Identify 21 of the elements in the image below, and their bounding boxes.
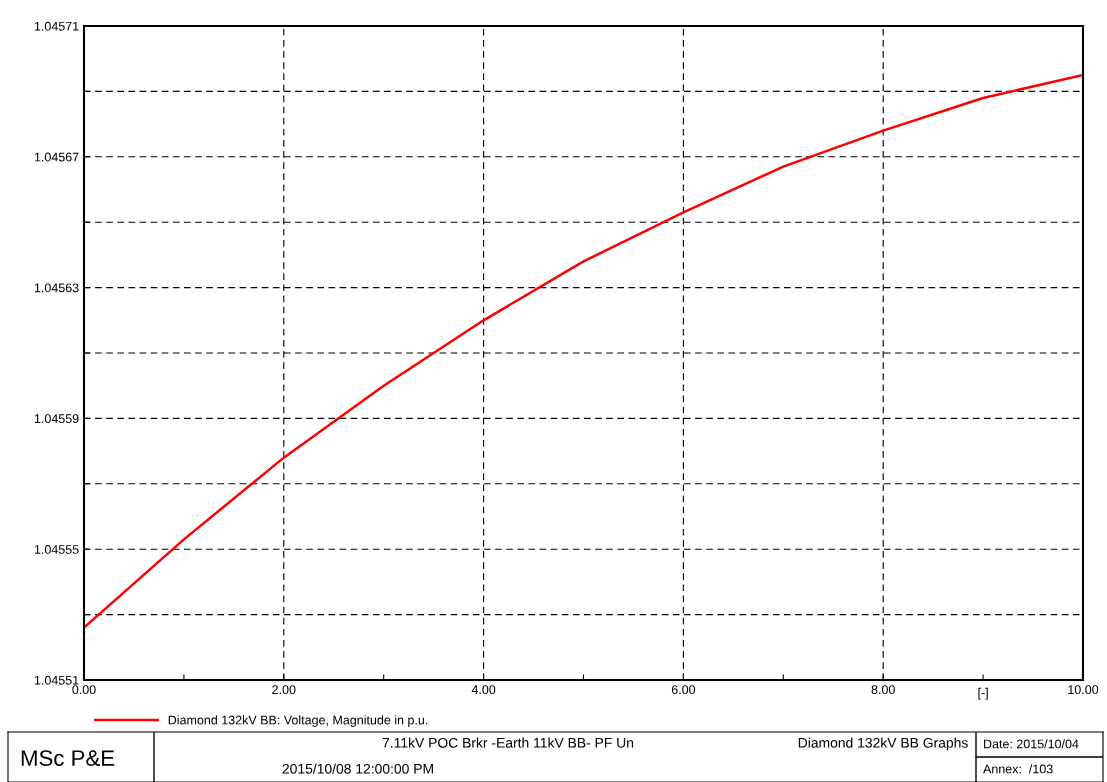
x-tick-label: 8.00 <box>871 685 895 695</box>
text: Date: 2015/10/04 <box>984 739 1079 749</box>
x-tick-label: 2.00 <box>272 685 296 695</box>
x-tick-label: 0.00 <box>72 685 96 695</box>
text: Diamond 132kV BB Graphs <box>798 737 968 751</box>
line-series <box>84 73 1083 629</box>
y-tick-label: 1.04559 <box>34 414 79 424</box>
x-tick-label: 6.00 <box>671 685 696 695</box>
legend-label: Diamond 132kV BB: Voltage, Magnitude in p.u. <box>168 715 428 727</box>
x-axis-title: [-] <box>978 687 988 700</box>
y-tick-label: 1.04555 <box>34 545 79 554</box>
text: 2015/10/08 12:00:00 PM <box>282 763 433 774</box>
y-tick-label: 1.04567 <box>34 152 79 162</box>
text: 7.11kV POC Brkr -Earth 11kV BB- PF Un <box>382 737 634 748</box>
text: Annex: /103 <box>983 764 1053 774</box>
y-tick-label: 1.04551 <box>34 675 79 685</box>
x-tick-label: 10.00 <box>1068 685 1099 695</box>
x-tick-label: 4.00 <box>471 685 496 695</box>
y-tick-label: 1.04563 <box>34 283 79 293</box>
y-tick-label: 1.04571 <box>34 21 79 31</box>
text: MSc P&E <box>21 750 115 766</box>
